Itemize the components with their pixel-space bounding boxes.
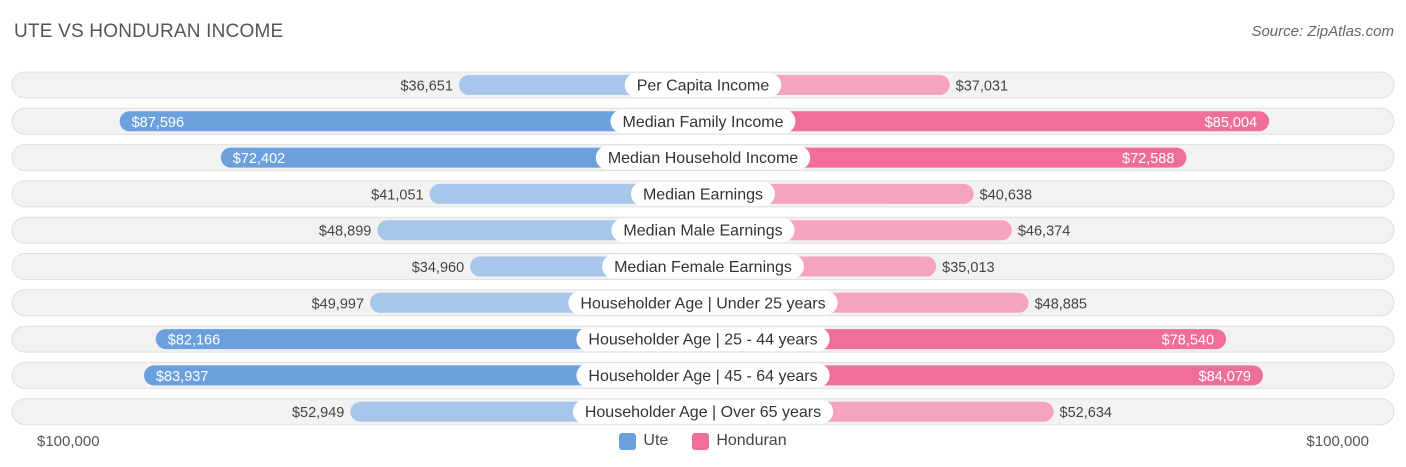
category-pill: [602, 254, 804, 279]
value-ute-householder-age-25-44-years: $82,166: [168, 333, 220, 349]
legend: Ute Honduran: [0, 432, 1406, 450]
category-label-per-capita-income: Per Capita Income: [637, 78, 770, 95]
bar-ute-householder-age-45-64-years[interactable]: [143, 365, 703, 386]
legend-swatch-ute: [619, 432, 637, 450]
legend-label-ute: Ute: [643, 432, 669, 449]
row-median-household-income: $72,402 $72,588 Median Household Income: [11, 144, 1395, 172]
category-label-median-earnings: Median Earnings: [643, 186, 763, 203]
row-median-female-earnings: $34,960 $35,013 Median Female Earnings: [11, 253, 1395, 280]
value-ute-median-earnings: $41,051: [371, 187, 423, 203]
axis-right-label: $100,000: [1306, 433, 1369, 450]
bar-honduran-householder-age-25-44-years[interactable]: [703, 329, 1227, 350]
category-pill: [610, 109, 796, 134]
value-ute-per-capita-income: $36,651: [400, 79, 452, 95]
row-householder-age-over-65-years: $52,949 $52,634 Householder Age | Over 65 …: [11, 398, 1395, 426]
category-pill: [611, 218, 795, 243]
category-pill: [630, 181, 776, 206]
row-householder-age-25-44-years: $82,166 $78,540 Householder Age | 25 - 44 …: [11, 325, 1395, 353]
bar-ute-median-household-income[interactable]: [220, 147, 703, 168]
value-ute-householder-age-under-25-years: $49,997: [312, 296, 364, 312]
row-householder-age-under-25-years: $49,997 $48,885 Householder Age | Under 25…: [11, 289, 1395, 317]
value-honduran-median-male-earnings: $46,374: [1018, 224, 1070, 240]
value-honduran-householder-age-45-64-years: $84,079: [1199, 369, 1251, 385]
axis-left-label: $100,000: [37, 433, 100, 450]
category-pill: [576, 327, 830, 352]
legend-item-honduran[interactable]: Honduran: [692, 432, 787, 450]
value-ute-median-family-income: $87,596: [132, 115, 184, 131]
category-label-median-household-income: Median Household Income: [608, 150, 798, 167]
category-label-median-male-earnings: Median Male Earnings: [623, 223, 782, 240]
value-honduran-per-capita-income: $37,031: [956, 79, 1008, 95]
row-per-capita-income: $36,651 $37,031 Per Capita Income: [11, 71, 1395, 99]
value-honduran-median-earnings: $40,638: [980, 187, 1032, 203]
source-credit: Source: ZipAtlas.com: [1251, 23, 1394, 40]
value-ute-median-male-earnings: $48,899: [319, 224, 371, 240]
row-median-family-income: $87,596 $85,004 Median Family Income: [11, 107, 1395, 135]
bar-honduran-median-household-income[interactable]: [703, 147, 1187, 168]
category-pill: [568, 290, 838, 315]
value-ute-median-female-earnings: $34,960: [412, 260, 464, 276]
category-label-householder-age-45-64-years: Householder Age | 45 - 64 years: [588, 368, 817, 385]
legend-item-ute[interactable]: Ute: [619, 432, 668, 450]
bar-ute-householder-age-25-44-years[interactable]: [155, 329, 704, 350]
row-median-male-earnings: $48,899 $46,374 Median Male Earnings: [11, 216, 1395, 244]
category-label-householder-age-25-44-years: Householder Age | 25 - 44 years: [588, 332, 817, 349]
value-ute-householder-age-45-64-years: $83,937: [156, 369, 208, 385]
value-honduran-median-female-earnings: $35,013: [942, 260, 994, 276]
value-honduran-householder-age-25-44-years: $78,540: [1162, 333, 1214, 349]
bar-honduran-median-family-income[interactable]: [703, 111, 1270, 132]
legend-swatch-honduran: [692, 432, 710, 450]
bar-honduran-householder-age-45-64-years[interactable]: [703, 365, 1263, 386]
value-ute-householder-age-over-65-years: $52,949: [292, 405, 344, 421]
value-honduran-householder-age-under-25-years: $48,885: [1035, 296, 1087, 312]
category-pill: [595, 145, 811, 170]
value-honduran-median-household-income: $72,588: [1122, 151, 1174, 167]
value-honduran-householder-age-over-65-years: $52,634: [1060, 405, 1112, 421]
value-honduran-median-family-income: $85,004: [1205, 115, 1257, 131]
legend-label-honduran: Honduran: [716, 432, 787, 449]
bar-ute-median-family-income[interactable]: [119, 111, 703, 132]
category-label-median-family-income: Median Family Income: [623, 114, 784, 131]
row-median-earnings: $41,051 $40,638 Median Earnings: [11, 180, 1395, 208]
category-label-householder-age-over-65-years: Householder Age | Over 65 years: [585, 404, 821, 421]
category-pill: [624, 73, 782, 97]
row-householder-age-45-64-years: $83,937 $84,079 Householder Age | 45 - 64 …: [11, 361, 1395, 389]
value-ute-median-household-income: $72,402: [233, 151, 285, 167]
category-label-median-female-earnings: Median Female Earnings: [614, 259, 792, 276]
chart-title: UTE VS HONDURAN INCOME: [14, 21, 284, 42]
category-label-householder-age-under-25-years: Householder Age | Under 25 years: [580, 295, 825, 312]
category-pill: [572, 399, 834, 424]
category-pill: [576, 363, 830, 388]
